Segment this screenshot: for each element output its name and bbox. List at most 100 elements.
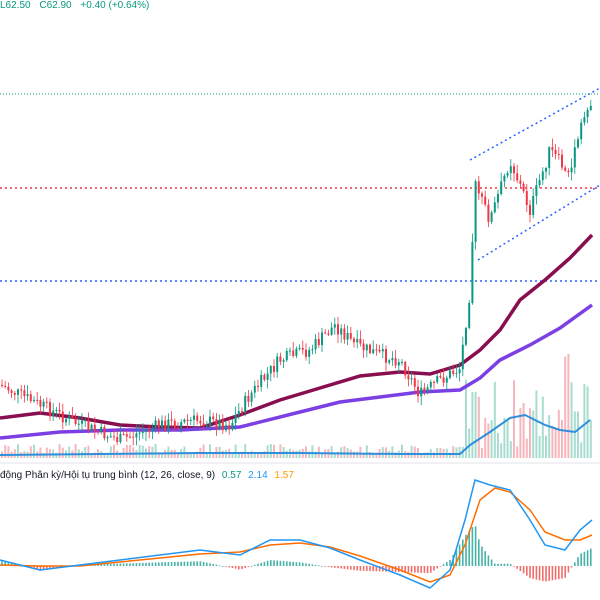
candle-body bbox=[273, 366, 275, 372]
volume-bar bbox=[244, 444, 247, 458]
candle-body bbox=[170, 419, 173, 421]
volume-bar bbox=[525, 438, 528, 458]
macd-histogram-bar bbox=[180, 561, 182, 566]
candle-body bbox=[321, 332, 323, 346]
candle-body bbox=[189, 419, 192, 421]
candle-body bbox=[567, 170, 570, 173]
candle-body bbox=[125, 434, 128, 437]
macd-histogram-bar bbox=[55, 566, 58, 569]
volume-bar bbox=[375, 452, 378, 458]
candle-body bbox=[589, 105, 592, 110]
candle-body bbox=[68, 415, 71, 419]
candle-body bbox=[93, 424, 96, 432]
candle-body bbox=[455, 373, 458, 375]
candle-body bbox=[465, 327, 467, 345]
macd-histogram-bar bbox=[407, 566, 410, 573]
candle-body bbox=[209, 416, 211, 426]
macd-histogram-bar bbox=[446, 562, 448, 566]
candle-body bbox=[269, 366, 272, 374]
candle-body bbox=[215, 419, 218, 429]
candle-body bbox=[490, 212, 493, 222]
macd-legend[interactable]: động Phân kỳ/Hội tụ trung bình (12, 26, … bbox=[0, 470, 294, 481]
candle-body bbox=[180, 422, 183, 429]
macd-histogram-bar bbox=[193, 561, 195, 566]
macd-histogram-bar bbox=[158, 562, 160, 566]
macd-histogram-bar bbox=[564, 566, 566, 578]
candle-body bbox=[234, 414, 237, 423]
macd-histogram-bar bbox=[513, 566, 515, 567]
macd-histogram-bar bbox=[375, 566, 378, 572]
macd-histogram-bar bbox=[138, 563, 141, 566]
candle-body bbox=[375, 349, 378, 351]
candle-body bbox=[253, 385, 256, 393]
candle-body bbox=[442, 377, 445, 383]
candle-body bbox=[337, 324, 339, 335]
macd-histogram-bar bbox=[455, 549, 458, 566]
macd-histogram-bar bbox=[132, 563, 134, 566]
macd-histogram-bar bbox=[209, 563, 211, 566]
macd-histogram-bar bbox=[238, 566, 240, 570]
candle-body bbox=[298, 348, 301, 350]
macd-histogram-bar bbox=[506, 563, 509, 566]
macd-histogram-bar bbox=[478, 539, 480, 566]
volume-bar bbox=[33, 444, 35, 458]
candle-body bbox=[330, 327, 333, 335]
candle-body bbox=[397, 362, 400, 366]
macd-histogram-bar bbox=[561, 566, 563, 579]
candle-body bbox=[29, 394, 32, 402]
channel-lower bbox=[477, 184, 600, 261]
candle-body bbox=[346, 332, 349, 340]
candle-body bbox=[266, 373, 269, 380]
candle-body bbox=[148, 429, 151, 432]
volume-bar bbox=[205, 451, 208, 458]
volume-bar bbox=[465, 379, 467, 458]
candle-body bbox=[564, 167, 567, 171]
macd-histogram-bar bbox=[318, 565, 320, 567]
volume-bar bbox=[353, 451, 355, 458]
macd-histogram-bar bbox=[225, 566, 227, 567]
candle-body bbox=[49, 402, 51, 417]
candle-body bbox=[81, 420, 83, 424]
volume-bar bbox=[369, 452, 371, 458]
volume-bar bbox=[487, 423, 490, 458]
candle-body bbox=[58, 409, 61, 412]
candle-body bbox=[301, 348, 304, 350]
macd-histogram-bar bbox=[574, 562, 576, 566]
candle-body bbox=[305, 349, 307, 357]
candle-body bbox=[471, 241, 474, 304]
volume-ma-line bbox=[0, 413, 591, 456]
candle-body bbox=[404, 361, 407, 376]
macd-histogram-bar bbox=[484, 551, 486, 566]
candle-body bbox=[570, 167, 573, 173]
macd-histogram-bar bbox=[161, 562, 163, 566]
volume-bar bbox=[90, 453, 93, 458]
candle-body bbox=[84, 420, 87, 422]
macd-histogram-bar bbox=[580, 553, 582, 566]
volume-bar bbox=[477, 396, 480, 458]
macd-histogram-bar bbox=[186, 561, 189, 566]
volume-bar bbox=[423, 452, 426, 458]
macd-histogram-bar bbox=[103, 564, 106, 566]
volume-bar bbox=[260, 453, 263, 458]
volume-bar bbox=[39, 447, 42, 458]
candle-body bbox=[164, 420, 167, 431]
candle-body bbox=[65, 418, 67, 423]
volume-bar bbox=[250, 450, 253, 458]
candle-body bbox=[42, 401, 45, 407]
candle-body bbox=[506, 173, 509, 176]
macd-legend-label: động Phân kỳ/Hội tụ trung bình (12, 26, … bbox=[0, 470, 216, 481]
candle-body bbox=[385, 349, 387, 363]
candle-body bbox=[33, 399, 35, 402]
macd-histogram-bar bbox=[516, 566, 518, 569]
volume-bar bbox=[471, 392, 474, 458]
volume-bar bbox=[321, 453, 323, 458]
candle-body bbox=[205, 425, 208, 427]
macd-histogram-bar bbox=[548, 566, 550, 581]
volume-bar bbox=[119, 453, 122, 458]
volume-bar bbox=[13, 449, 16, 458]
volume-bar bbox=[276, 453, 279, 458]
candle-body bbox=[7, 386, 10, 391]
candle-body bbox=[100, 426, 103, 432]
candle-body bbox=[138, 432, 141, 434]
